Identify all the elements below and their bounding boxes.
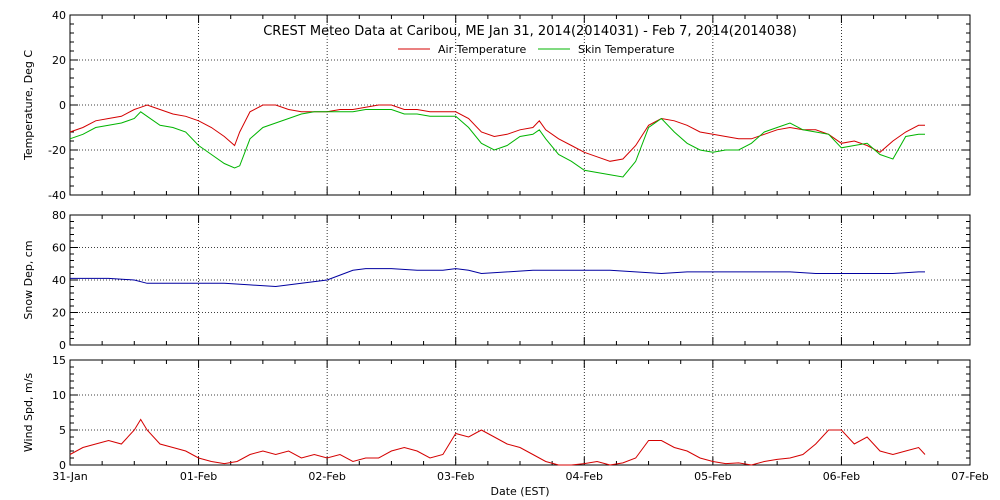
x-tick-label: 03-Feb <box>437 470 474 483</box>
series-line-panel-2 <box>70 268 925 288</box>
y-tick-label: 0 <box>59 459 66 472</box>
x-tick-label: 06-Feb <box>823 470 860 483</box>
legend-label: Skin Temperature <box>578 43 675 56</box>
panel-1: -40 -20 0 20 40 Temperature, Deg C CREST Meteo… <box>22 9 971 202</box>
y-axis-title: Wind Spd, m/s <box>22 373 35 453</box>
y-tick-label: 15 <box>52 354 66 367</box>
y-tick-label: 40 <box>52 9 66 22</box>
y-tick-label: 0 <box>59 339 66 352</box>
x-tick-label: 01-Feb <box>180 470 217 483</box>
panel-3: 0 5 10 15 Wind Spd, m/s 31-Jan 01-Feb 02-Feb 03-… <box>22 354 989 498</box>
y-tick-label: 80 <box>52 209 66 222</box>
y-tick-label: -20 <box>48 144 66 157</box>
x-tick-label: 04-Feb <box>566 470 603 483</box>
series-line-air-temperature <box>69 104 925 162</box>
y-axis-title: Snow Dep, cm <box>22 240 35 319</box>
x-tick-label: 02-Feb <box>308 470 345 483</box>
series-line-skin-temperature <box>69 109 925 178</box>
x-axis-title: Date (EST) <box>490 485 549 498</box>
panel-2: 0 20 40 60 80 Snow Dep, cm <box>22 209 971 352</box>
y-axis-title: Temperature, Deg C <box>22 50 35 161</box>
legend: Air Temperature Skin Temperature <box>398 43 675 56</box>
x-tick-label: 05-Feb <box>694 470 731 483</box>
y-tick-label: 0 <box>59 99 66 112</box>
y-tick-label: 40 <box>52 274 66 287</box>
chart-title: CREST Meteo Data at Caribou, ME Jan 31, … <box>263 24 797 39</box>
series-line-panel-3 <box>69 418 926 466</box>
x-tick-label: 31-Jan <box>52 470 88 483</box>
x-tick-label: 07-Feb <box>951 470 988 483</box>
y-tick-label: 20 <box>52 54 66 67</box>
y-tick-label: 5 <box>59 424 66 437</box>
legend-label: Air Temperature <box>438 43 527 56</box>
y-tick-label: 10 <box>52 389 66 402</box>
y-tick-label: -40 <box>48 189 66 202</box>
y-tick-label: 60 <box>52 242 66 255</box>
y-tick-label: 20 <box>52 307 66 320</box>
